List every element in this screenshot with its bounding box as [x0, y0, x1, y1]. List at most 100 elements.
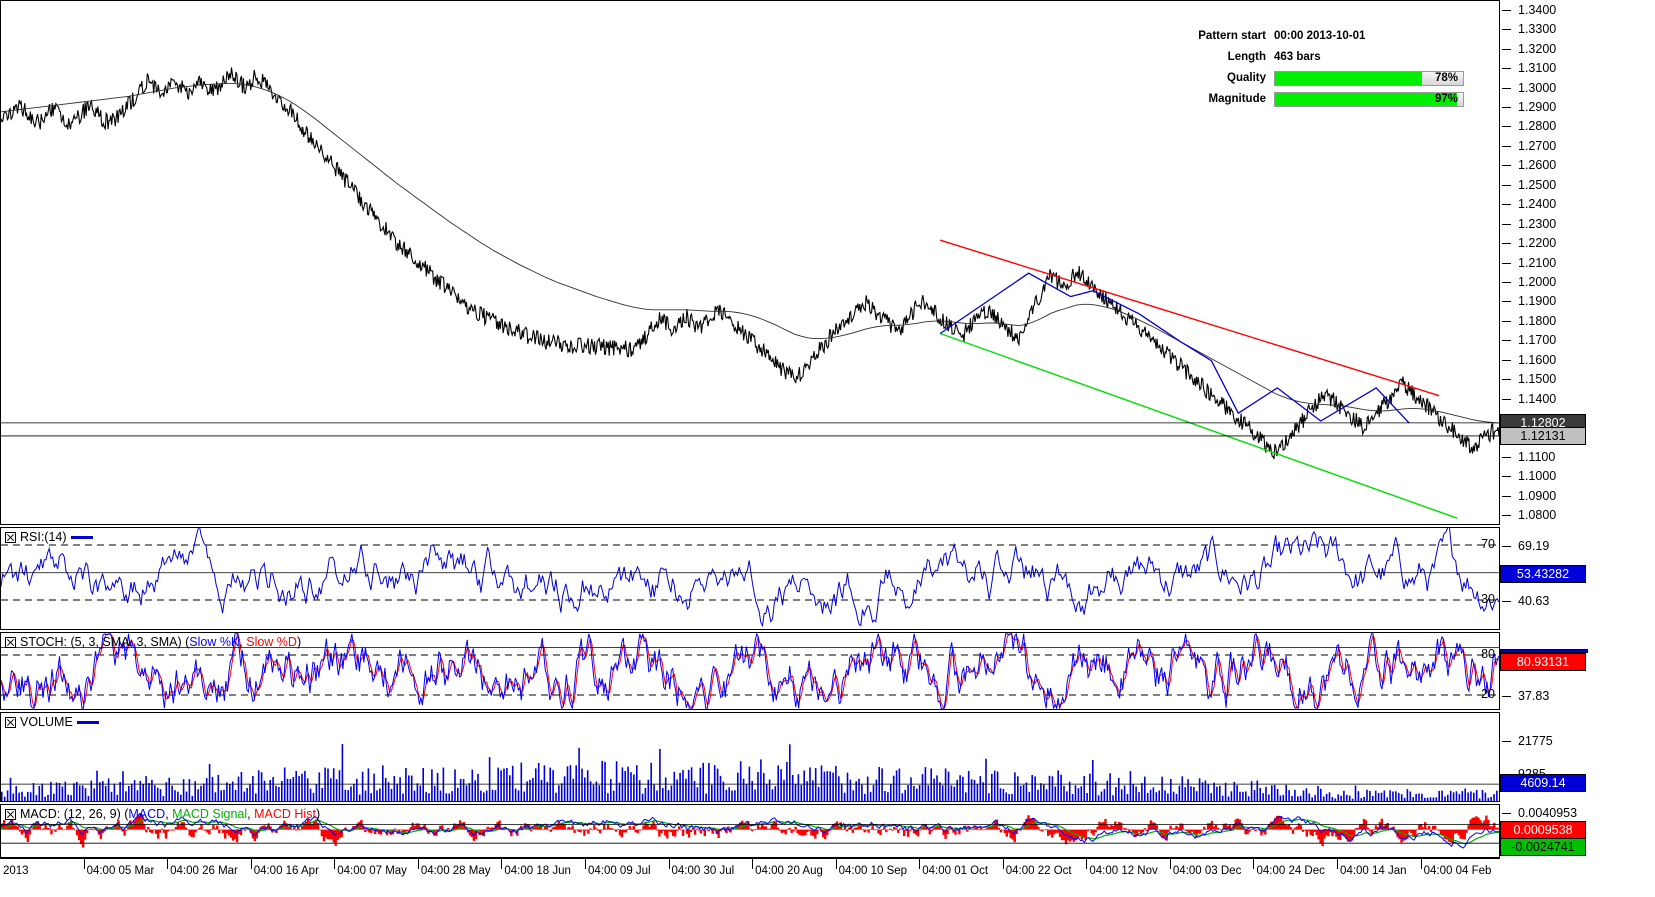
date-axis-separator: [501, 859, 503, 869]
price-tick-label: 1.3200: [1518, 41, 1557, 56]
price-tick-label: 1.1800: [1518, 313, 1557, 328]
date-axis-label: 04:00 03 Dec: [1172, 865, 1242, 877]
stoch-d-label: Slow %D: [246, 635, 297, 649]
date-axis-separator: [1253, 859, 1255, 869]
date-axis-separator: [1420, 859, 1422, 869]
pattern-magnitude-label: Magnitude: [1208, 93, 1267, 105]
rsi-title: RSI:(14): [20, 530, 67, 544]
close-icon[interactable]: [5, 636, 16, 648]
stoch-title: STOCH: (5, 3, SMA, 3, SMA) (Slow %K, Slo…: [20, 635, 302, 649]
date-axis-separator: [250, 859, 252, 869]
pattern-start-label: Pattern start: [1198, 30, 1266, 42]
volume-value-badge: 4609.14: [1500, 774, 1586, 792]
price-line: [1, 67, 1499, 460]
magnitude-percent: 97%: [1434, 92, 1458, 105]
rsi-axis[interactable]: 69.19 40.63 53.43282: [1500, 527, 1655, 630]
date-axis-label: 04:00 05 Mar: [86, 865, 155, 877]
macd-line: [1, 812, 1499, 849]
price-tick-mark: [1502, 281, 1511, 283]
price-tick-label: 1.1500: [1518, 372, 1557, 387]
rsi-header: RSI:(14): [5, 530, 93, 544]
price-tick-mark: [1502, 29, 1511, 31]
macd-header: MACD: (12, 26, 9) (MACD, MACD Signal, MA…: [5, 807, 320, 821]
price-tick-label: 1.0800: [1518, 508, 1557, 523]
price-tick-mark: [1502, 515, 1511, 517]
macd-pane[interactable]: MACD: (12, 26, 9) (MACD, MACD Signal, MA…: [0, 804, 1500, 858]
volume-plot-area: [1, 713, 1499, 801]
price-tick-mark: [1502, 106, 1511, 108]
pattern-length-label: Length: [1227, 51, 1266, 63]
stoch-slow-k-line: [1, 633, 1499, 709]
macd-signal-label: MACD Signal: [172, 807, 248, 821]
price-tick-label: 1.2300: [1518, 216, 1557, 231]
quality-meter-fill: [1275, 71, 1422, 85]
lower-trendline: [939, 332, 1458, 519]
price-tick-mark: [1502, 204, 1511, 206]
price-tick-label: 1.3100: [1518, 61, 1557, 76]
price-tick-mark: [1502, 320, 1511, 322]
date-axis-label: 04:00 30 Jul: [671, 865, 735, 877]
price-tick-label: 1.2700: [1518, 138, 1557, 153]
date-axis-separator: [167, 859, 169, 869]
macd-tick-mark-high: [1502, 813, 1511, 814]
price-tick-label: 1.1900: [1518, 294, 1557, 309]
price-tick-mark: [1502, 165, 1511, 167]
macd-line-label: MACD: [128, 807, 166, 821]
date-axis-label: 04:00 09 Jul: [587, 865, 651, 877]
pattern-length-row: Length 463 bars: [1196, 48, 1486, 66]
stoch-lower-band-label: 20: [1481, 687, 1495, 701]
price-tick-mark: [1502, 243, 1511, 245]
volume-pane[interactable]: VOLUME: [0, 712, 1500, 802]
date-axis-label: 04:00 12 Nov: [1089, 865, 1158, 877]
macd-tick-high: 0.0040953: [1518, 806, 1578, 820]
price-tick-label: 1.2100: [1518, 255, 1557, 270]
rsi-tick-low: 40.63: [1518, 594, 1550, 608]
price-series-svg: [1, 67, 1499, 519]
date-axis-label: 04:00 01 Oct: [922, 865, 989, 877]
close-icon[interactable]: [5, 716, 16, 728]
price-tick-label: 1.1700: [1518, 333, 1557, 348]
stoch-header: STOCH: (5, 3, SMA, 3, SMA) (Slow %K, Slo…: [5, 635, 301, 649]
price-tick-mark: [1502, 359, 1511, 361]
macd-signal-value-badge: -0.0024741: [1500, 838, 1586, 856]
volume-tick-high: 21775: [1518, 734, 1553, 748]
date-axis-label: 04:00 22 Oct: [1005, 865, 1072, 877]
rsi-plot-area: [1, 528, 1499, 629]
date-axis-label: 04:00 04 Feb: [1423, 865, 1492, 877]
macd-axis[interactable]: 0.0040953 0.0009538 -0.0024741: [1500, 804, 1655, 858]
volume-title: VOLUME: [20, 715, 73, 729]
stoch-pane[interactable]: STOCH: (5, 3, SMA, 3, SMA) (Slow %K, Slo…: [0, 632, 1500, 710]
price-tick-mark: [1502, 145, 1511, 147]
stoch-upper-band-label: 80: [1481, 647, 1495, 661]
close-icon[interactable]: [5, 531, 16, 543]
date-axis-separator: [1086, 859, 1088, 869]
macd-hist-label: MACD Hist: [254, 807, 316, 821]
price-tick-mark: [1502, 495, 1511, 497]
price-axis[interactable]: 1.3400 1.3300 1.3200 1.3100 1.3000 1.2900 1.28…: [1500, 0, 1655, 525]
date-axis-label: 04:00 20 Aug: [755, 865, 823, 877]
macd-series-svg: [1, 812, 1499, 849]
moving-average-line: [1, 82, 1499, 424]
price-tick-mark: [1502, 184, 1511, 186]
close-icon[interactable]: [5, 808, 16, 820]
macd-title: MACD: (12, 26, 9) (MACD, MACD Signal, MA…: [20, 807, 321, 821]
price-tick-label: 1.1100: [1518, 449, 1556, 464]
price-tick-label: 1.3000: [1518, 80, 1557, 95]
stoch-axis[interactable]: 37.83 80.93131: [1500, 632, 1655, 710]
rsi-pane[interactable]: RSI:(14) 70 30: [0, 527, 1500, 630]
rsi-tick-high: 69.19: [1518, 539, 1550, 553]
price-tick-mark: [1502, 262, 1511, 264]
price-tick-label: 1.1600: [1518, 352, 1557, 367]
date-axis[interactable]: 2013 04:00 05 Mar 04:00 26 Mar 04:00 16 Apr…: [0, 858, 1500, 897]
last-price-badge: 1.12131: [1500, 426, 1586, 445]
date-axis-separator: [919, 859, 921, 869]
date-axis-separator: [584, 859, 586, 869]
price-chart-pane[interactable]: Pattern start 00:00 2013-10-01 Length 46…: [0, 0, 1500, 525]
price-tick-mark: [1502, 456, 1511, 458]
macd-plot-area: [1, 805, 1499, 857]
date-axis-separator: [752, 859, 754, 869]
stoch-k-indicator-bar: [1500, 649, 1588, 653]
stoch-plot-area: [1, 633, 1499, 709]
volume-axis[interactable]: 21775 9285 4609.14: [1500, 712, 1655, 802]
